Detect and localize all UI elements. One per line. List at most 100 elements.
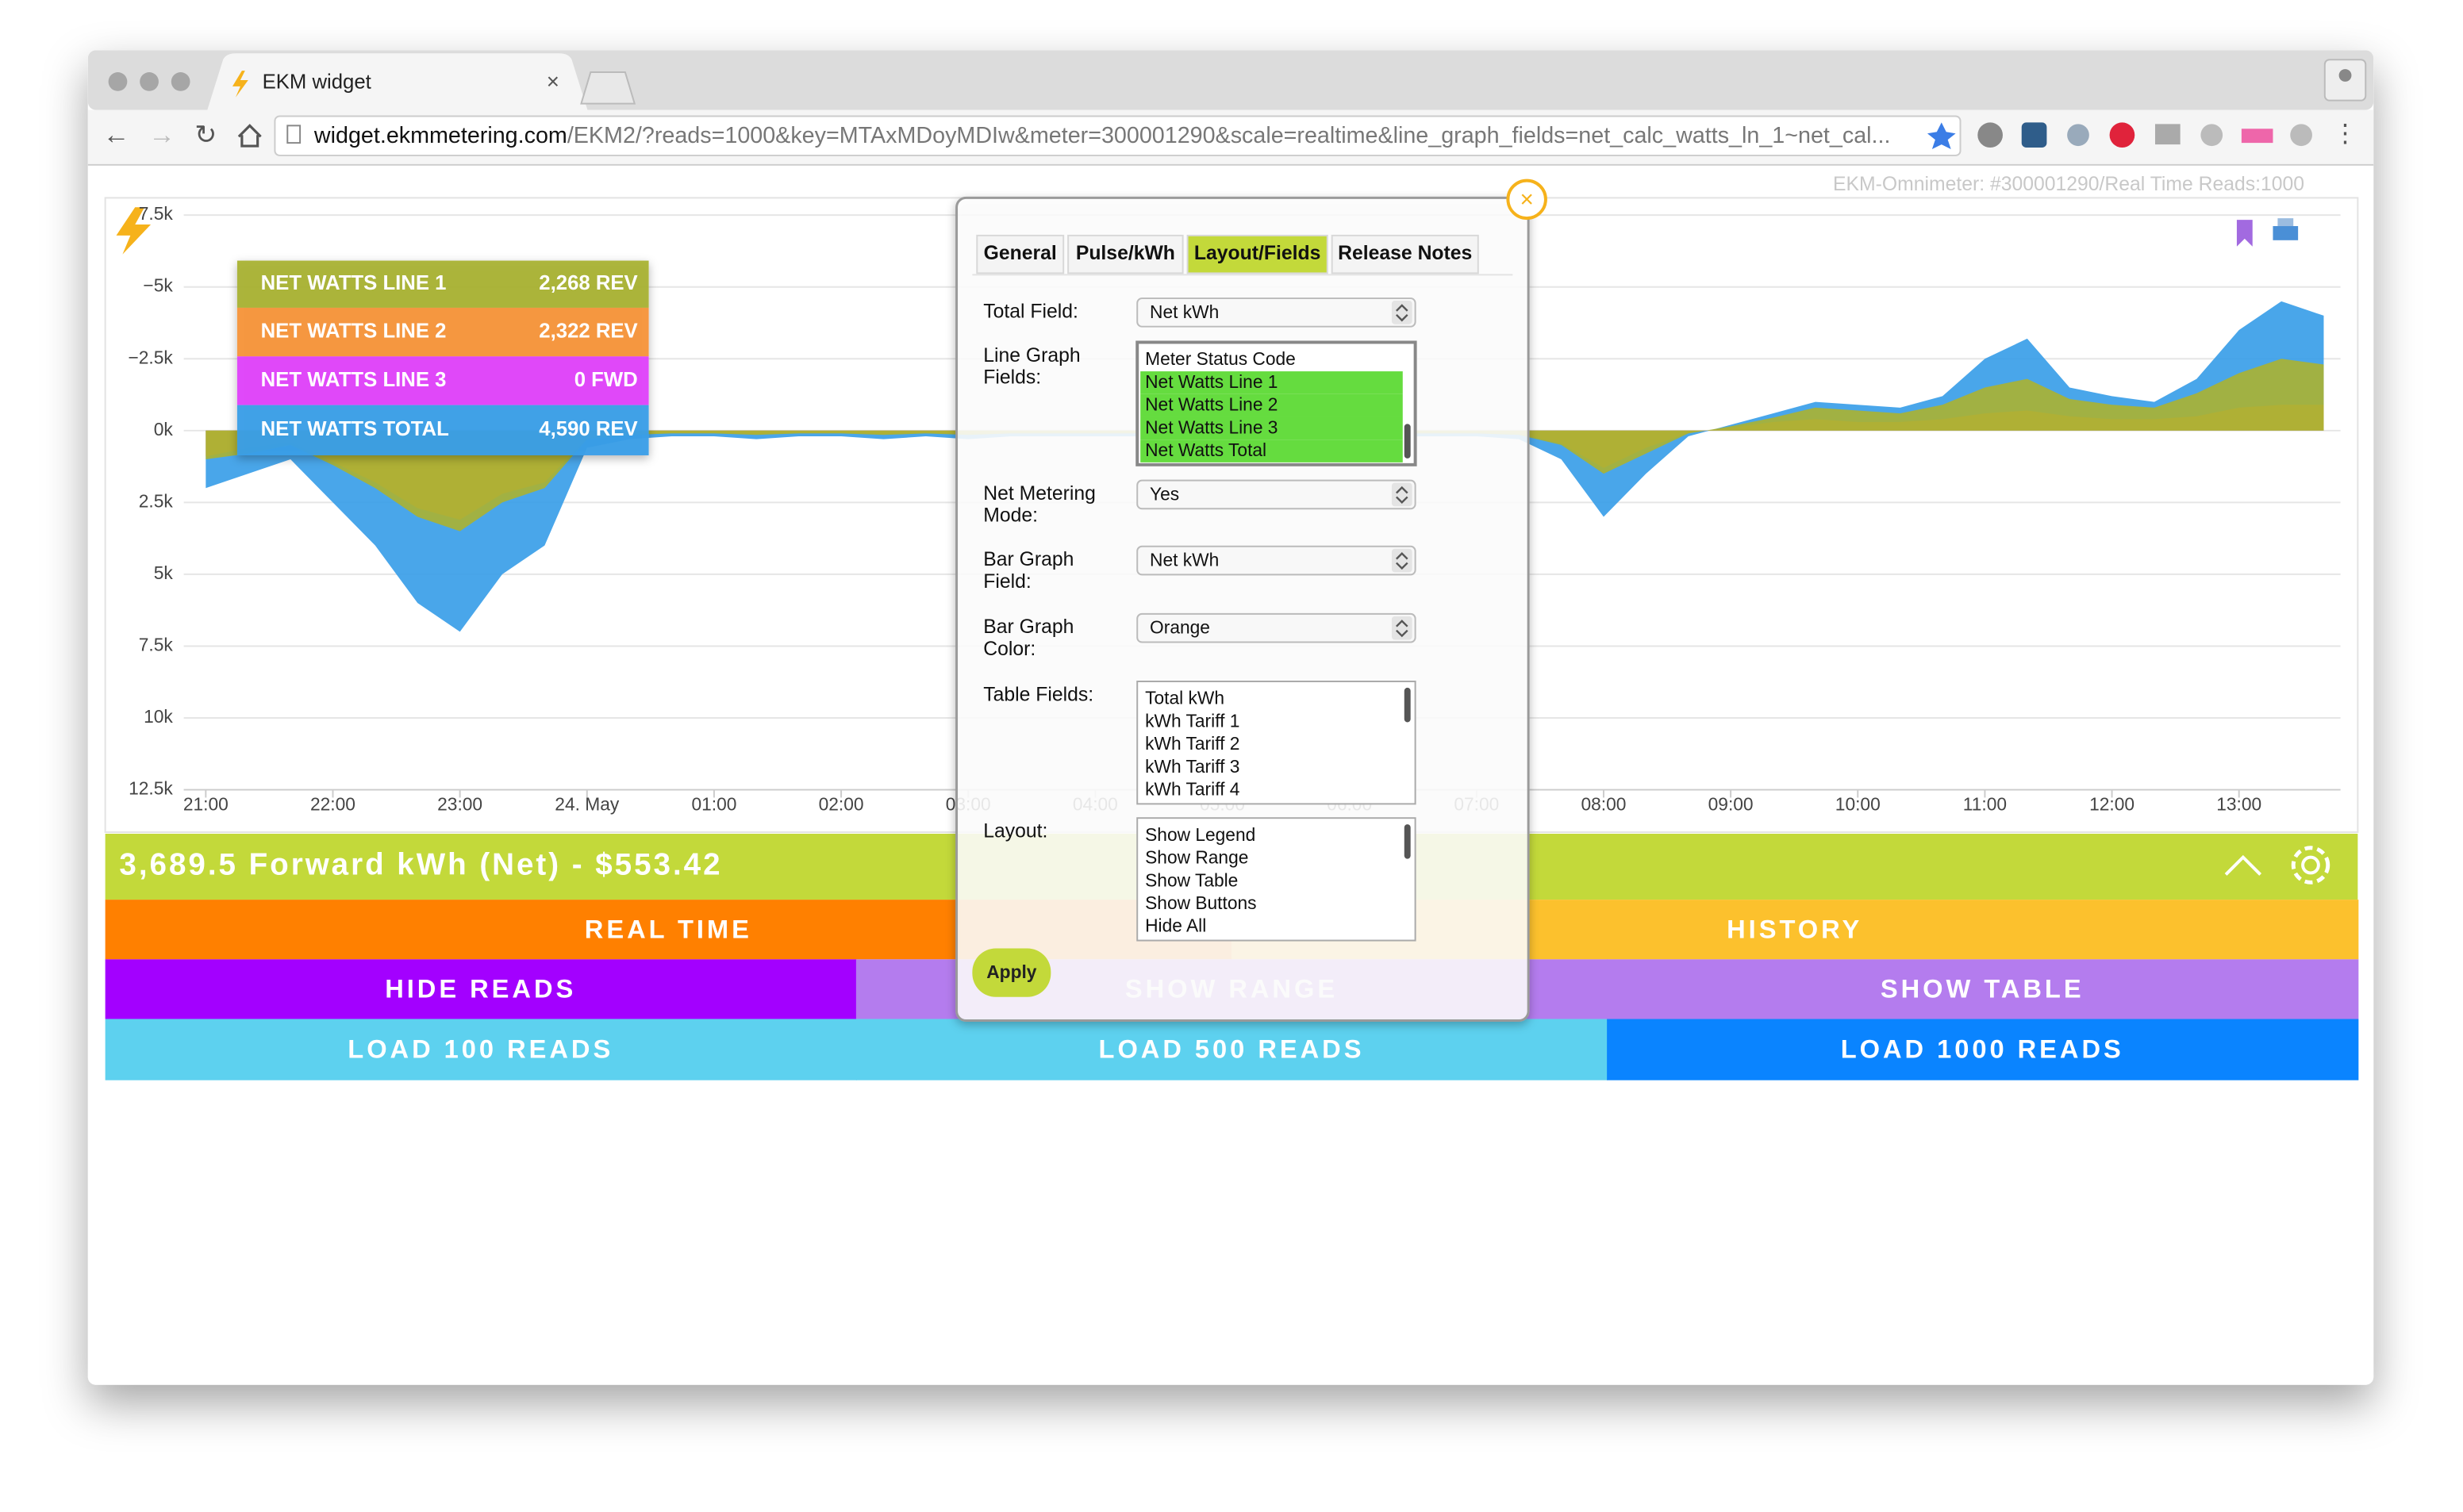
y-tick-label: 0k <box>154 419 174 439</box>
button-label[interactable]: LOAD 1000 READS <box>1841 1034 2124 1064</box>
active-tab[interactable] <box>207 53 588 110</box>
apply-button[interactable] <box>972 948 1051 997</box>
apply-label[interactable]: Apply <box>986 961 1037 982</box>
button-label[interactable]: REAL TIME <box>585 914 752 943</box>
tab-bar <box>87 50 2374 110</box>
listbox-option[interactable]: kWh Tariff 3 <box>1145 756 1239 777</box>
dialog-tab[interactable] <box>976 234 1065 274</box>
menu-button[interactable]: ⋮ <box>2333 119 2358 148</box>
x-tick-label: 09:00 <box>1708 793 1754 814</box>
legend-value: 2,268 REV <box>539 272 637 294</box>
profile-icon <box>2338 69 2352 82</box>
extension-icon[interactable] <box>2241 129 2273 144</box>
dialog-tab[interactable] <box>1186 234 1328 274</box>
dialog-tab-label[interactable]: General <box>984 243 1057 264</box>
y-tick-label: 7.5k <box>139 203 174 224</box>
back-button[interactable]: ← <box>103 121 130 150</box>
select[interactable] <box>1136 545 1416 576</box>
listbox[interactable] <box>1136 817 1416 942</box>
select-value[interactable]: Net kWh <box>1150 550 1219 570</box>
collapse-icon[interactable] <box>2224 854 2262 876</box>
dialog-close[interactable] <box>1506 178 1547 221</box>
address-bar[interactable] <box>274 115 1962 156</box>
gear-hub[interactable] <box>2301 855 2320 875</box>
listbox-option[interactable]: Hide All <box>1145 915 1206 936</box>
listbox-option[interactable]: kWh Tariff 2 <box>1145 733 1239 754</box>
listbox[interactable] <box>1136 680 1416 805</box>
listbox-option[interactable]: Show Table <box>1145 869 1238 890</box>
field-label: Field: <box>983 571 1031 593</box>
button-label[interactable]: HISTORY <box>1727 914 1862 943</box>
listbox-option[interactable]: Meter Status Code <box>1145 348 1296 369</box>
select[interactable] <box>1136 479 1416 510</box>
extension-icon[interactable] <box>2290 124 2312 147</box>
button[interactable] <box>855 1019 1608 1080</box>
print-icon-top <box>2277 218 2294 227</box>
dialog-tab-label[interactable]: Release Notes <box>1338 243 1472 264</box>
listbox-option[interactable]: Show Legend <box>1145 824 1255 845</box>
extension-icon[interactable] <box>2109 122 2135 148</box>
listbox-option[interactable]: kWh Tariff 4 <box>1145 779 1239 800</box>
listbox-option[interactable]: Net Watts Line 1 <box>1145 371 1278 392</box>
area-series <box>206 301 2324 632</box>
extension-icon[interactable] <box>2021 122 2047 148</box>
listbox-option[interactable]: Net Watts Line 3 <box>1145 416 1278 437</box>
settings-gear[interactable] <box>2291 846 2330 885</box>
dialog-close-x[interactable]: × <box>1520 186 1533 213</box>
gear-teeth[interactable] <box>2291 846 2330 885</box>
url-text: widget.ekmmetering.com/EKM2/?reads=1000&… <box>313 123 1891 148</box>
extension-icon[interactable] <box>1977 122 2003 148</box>
select[interactable] <box>1136 297 1416 328</box>
dialog-tab[interactable] <box>1331 234 1479 274</box>
select[interactable] <box>1136 612 1416 643</box>
button-label[interactable]: LOAD 500 READS <box>1099 1034 1365 1064</box>
extension-icon[interactable] <box>2155 124 2181 145</box>
new-tab[interactable] <box>580 71 636 105</box>
listbox-option[interactable]: Net Watts Total <box>1145 439 1266 460</box>
button-label[interactable]: HIDE READS <box>385 974 576 1004</box>
reload-button[interactable]: ↻ <box>194 121 217 150</box>
bookmark-star[interactable] <box>1927 122 1956 150</box>
ekm-logo <box>116 207 152 255</box>
listbox-option[interactable]: Net Watts Line 2 <box>1145 394 1278 415</box>
dialog-tab-label[interactable]: Pulse/kWh <box>1076 243 1175 264</box>
settings-dialog: × General Pulse/kWh Layout/Fields Release N… <box>955 178 1547 1022</box>
extension-icon[interactable] <box>2067 124 2089 147</box>
button[interactable] <box>105 1019 857 1080</box>
select-value[interactable]: Orange <box>1150 617 1210 638</box>
field-label: Mode: <box>983 505 1038 527</box>
legend-row <box>236 260 649 308</box>
window-minimize[interactable] <box>140 72 159 91</box>
extension-icon[interactable] <box>2200 124 2223 147</box>
forward-button[interactable]: → <box>148 121 175 150</box>
print-icon[interactable] <box>2273 226 2299 240</box>
home-button[interactable] <box>237 124 262 148</box>
x-tick-label: 13:00 <box>2216 793 2261 814</box>
button[interactable] <box>1607 959 2359 1019</box>
button-label[interactable]: SHOW TABLE <box>1881 974 2085 1004</box>
listbox-option[interactable]: Show Buttons <box>1145 892 1256 913</box>
listbox-option[interactable]: Total kWh <box>1145 688 1224 708</box>
dialog-tab-label[interactable]: Layout/Fields <box>1194 243 1320 264</box>
select-value[interactable]: Yes <box>1150 483 1179 504</box>
field-label: Table Fields: <box>983 684 1093 705</box>
select-arrow-icon <box>1396 620 1408 638</box>
window-close[interactable] <box>108 72 128 91</box>
y-tick-label: 7.5k <box>139 634 174 654</box>
dialog-tab[interactable] <box>1067 234 1184 274</box>
window-zoom[interactable] <box>171 72 190 91</box>
listbox-option[interactable]: kWh Tariff 1 <box>1145 710 1239 731</box>
button-label[interactable]: LOAD 100 READS <box>348 1034 613 1064</box>
y-tick-label: 10k <box>144 706 173 727</box>
bookmark-icon[interactable] <box>2236 220 2253 247</box>
select-arrow-icon <box>1396 551 1408 570</box>
button[interactable] <box>105 959 857 1019</box>
button[interactable] <box>1607 1019 2359 1080</box>
legend-value: 2,322 REV <box>539 320 637 342</box>
listbox-option[interactable]: Show Range <box>1145 847 1248 868</box>
tab-close[interactable]: × <box>547 69 559 94</box>
x-tick-label: 01:00 <box>691 793 736 814</box>
field-label: Fields: <box>983 367 1041 389</box>
select-value[interactable]: Net kWh <box>1150 301 1219 322</box>
